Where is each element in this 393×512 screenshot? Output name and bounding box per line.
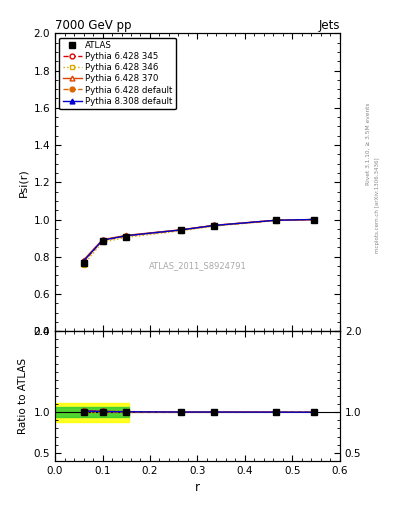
Text: ATLAS_2011_S8924791: ATLAS_2011_S8924791	[149, 261, 246, 270]
Text: mcplots.cern.ch [arXiv:1306.3436]: mcplots.cern.ch [arXiv:1306.3436]	[375, 157, 380, 252]
Text: Rivet 3.1.10, ≥ 3.5M events: Rivet 3.1.10, ≥ 3.5M events	[365, 102, 371, 185]
Legend: ATLAS, Pythia 6.428 345, Pythia 6.428 346, Pythia 6.428 370, Pythia 6.428 defaul: ATLAS, Pythia 6.428 345, Pythia 6.428 34…	[59, 37, 176, 109]
X-axis label: r: r	[195, 481, 200, 494]
Text: Jets: Jets	[318, 19, 340, 32]
Text: 7000 GeV pp: 7000 GeV pp	[55, 19, 132, 32]
Y-axis label: Ratio to ATLAS: Ratio to ATLAS	[18, 358, 28, 434]
Y-axis label: Psi(r): Psi(r)	[18, 168, 28, 197]
